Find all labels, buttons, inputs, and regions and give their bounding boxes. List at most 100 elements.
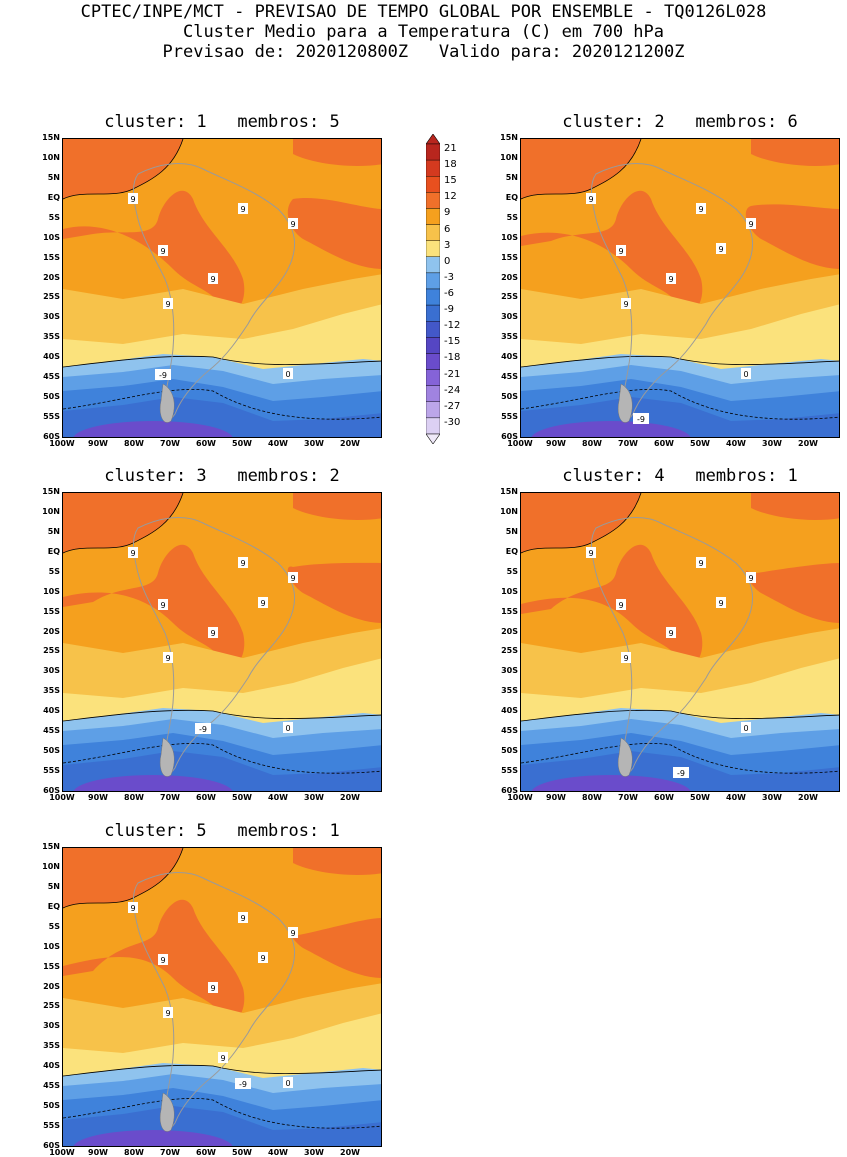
contour-label: 9 [288, 927, 298, 938]
contour-label: -9 [155, 369, 171, 380]
contour-label: 9 [621, 298, 631, 309]
contour-label: 9 [288, 572, 298, 583]
longitude-label: 80W [124, 439, 144, 448]
colorbar-label: -21 [444, 368, 461, 380]
colorbar-swatch [425, 192, 441, 209]
colorbar-label: -6 [444, 288, 454, 299]
contour-label: 9 [746, 572, 756, 583]
latitude-label: 60S [43, 786, 60, 795]
latitude-label: 30S [43, 1021, 60, 1031]
contour-label: 9 [163, 1007, 173, 1018]
longitude-label: 100W [507, 439, 533, 448]
contour-label: 9 [238, 912, 248, 923]
latitude-label: 10S [43, 941, 60, 951]
patagonia-land [159, 383, 175, 423]
colorbar-bottom-arrow [425, 433, 441, 445]
colorbar-label: 3 [444, 239, 451, 251]
longitude-label: 100W [49, 793, 75, 802]
field-12-15 [63, 139, 183, 199]
field-minus18 [73, 1130, 233, 1146]
field-12-15 [293, 848, 381, 875]
latitude-label: 10S [501, 232, 518, 242]
latitude-label: 5N [47, 172, 60, 182]
latitude-label: 45S [43, 726, 60, 736]
longitude-label: 50W [690, 439, 710, 448]
patagonia-land [617, 737, 633, 777]
longitude-label: 40W [268, 793, 288, 802]
patagonia-land [159, 737, 175, 777]
latitude-label: 15N [42, 487, 60, 496]
latitude-label: 55S [501, 412, 518, 422]
contour-label: 9 [208, 273, 218, 284]
colorbar-label: 21 [444, 143, 457, 154]
contour-label: 9 [208, 627, 218, 638]
temperature-map: 9 9 9 9 9 9 9 0 -9 [520, 138, 840, 438]
colorbar-swatch [425, 304, 441, 322]
colorbar-label: -3 [444, 271, 454, 283]
contour-9 [63, 139, 184, 200]
latitude-label: 55S [501, 766, 518, 776]
svg-text:9: 9 [160, 247, 165, 256]
longitude-label: 60W [196, 439, 216, 448]
longitude-label: 30W [304, 793, 324, 802]
contour-0 [63, 709, 381, 722]
contour-9 [63, 493, 184, 554]
colorbar-label: -15 [444, 336, 461, 348]
colorbar-label: 6 [444, 223, 451, 235]
contour-label: 9 [586, 193, 596, 204]
svg-text:0: 0 [285, 370, 290, 379]
latitude-label: 50S [43, 1101, 60, 1111]
field-12-15 [63, 848, 183, 908]
latitude-label: 15N [500, 133, 518, 142]
contour-label: 9 [163, 298, 173, 309]
svg-text:-9: -9 [239, 1080, 247, 1089]
svg-text:0: 0 [285, 1079, 290, 1088]
latitude-label: 35S [43, 1041, 60, 1051]
latitude-label: 25S [501, 292, 518, 302]
field-12-15 [63, 190, 245, 312]
field-12-15 [745, 204, 839, 269]
field-minus18 [531, 775, 691, 791]
svg-text:9: 9 [290, 220, 295, 229]
latitude-label: 60S [501, 786, 518, 795]
south-america-outline [133, 872, 296, 1131]
panel-title: cluster: 2 membros: 6 [562, 112, 798, 132]
longitude-label: 30W [304, 1148, 324, 1157]
longitude-label: 70W [618, 439, 638, 448]
contour-label: 9 [696, 203, 706, 214]
field-12-15 [521, 493, 641, 553]
latitude-label: 30S [43, 312, 60, 322]
svg-text:9: 9 [668, 629, 673, 638]
colorbar-swatch [425, 240, 441, 257]
latitude-label: 5N [47, 881, 60, 891]
colorbar-label: 15 [444, 175, 457, 187]
latitude-label: 10N [500, 506, 518, 516]
latitude-label: 10N [42, 861, 60, 871]
latitude-label: 30S [43, 666, 60, 676]
latitude-label: 15S [43, 252, 60, 262]
svg-text:9: 9 [240, 559, 245, 568]
contour-minus9 [521, 742, 839, 774]
latitude-label: 10S [43, 232, 60, 242]
field-12-15 [63, 544, 245, 666]
latitude-label: 20S [501, 626, 518, 636]
contour-label: 9 [616, 599, 626, 610]
svg-text:9: 9 [718, 599, 723, 608]
latitude-label: 20S [43, 981, 60, 991]
colorbar-label: -24 [444, 384, 461, 396]
latitude-label: 20S [501, 272, 518, 282]
colorbar-swatch [425, 288, 441, 306]
longitude-label: 20W [340, 793, 360, 802]
longitude-label: 100W [507, 793, 533, 802]
svg-text:9: 9 [588, 549, 593, 558]
field-minus18 [73, 775, 233, 791]
svg-text:9: 9 [618, 247, 623, 256]
latitude-label: 30S [501, 312, 518, 322]
field-12-15 [293, 493, 381, 520]
svg-text:9: 9 [718, 245, 723, 254]
svg-text:-9: -9 [677, 769, 685, 778]
contour-label: 9 [128, 902, 138, 913]
contour-minus9 [521, 388, 839, 420]
svg-text:0: 0 [285, 724, 290, 733]
panel-title: cluster: 4 membros: 1 [562, 466, 798, 486]
